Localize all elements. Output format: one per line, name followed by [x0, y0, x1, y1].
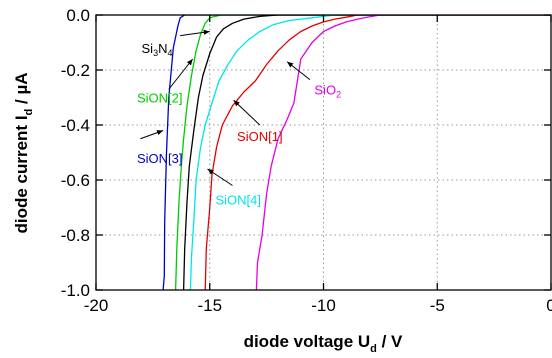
annotation-label-2: SiON[2] — [137, 91, 183, 106]
annotation-text: SiON[1] — [237, 129, 283, 144]
y-axis-title: diode current Id / µA — [12, 72, 35, 233]
series-line-3 — [182, 15, 551, 290]
annotation-arrowhead-3 — [156, 130, 164, 135]
y-tick-label: -0.8 — [61, 226, 90, 245]
annotation-text: SiON[4] — [215, 192, 261, 207]
annotation-arrowhead-6 — [287, 61, 294, 68]
axis-ticks: -20 -15 -10 -5 0 0.0 -0.2 -0.4 -0.6 -0.8 -1.0 — [61, 6, 552, 315]
series-annotations: Si3N4 SiON[2] SiON[3] SiON[4] SiON[1] SiO2 — [137, 29, 341, 207]
annotation-label-5: SiON[1] — [237, 129, 283, 144]
x-tick-label: -5 — [430, 296, 445, 315]
annotation-text: SiO — [314, 82, 336, 97]
y-tick-label: -0.2 — [61, 61, 90, 80]
annotation-arrow-2 — [168, 58, 194, 90]
x-tick-label: -10 — [311, 296, 336, 315]
y-tick-label: -1.0 — [61, 281, 90, 300]
series-line-2 — [174, 15, 551, 290]
annotation-text: SiON[3] — [137, 151, 183, 166]
x-tick-label: -15 — [197, 296, 222, 315]
y-tick-label: 0.0 — [66, 6, 90, 25]
grid-lines — [96, 15, 551, 290]
annotation-text: N — [158, 41, 167, 56]
annotation-label-6: SiO2 — [314, 82, 341, 99]
annotation-arrowhead-5 — [233, 100, 240, 107]
data-series — [162, 15, 551, 290]
annotation-text: SiON[2] — [137, 91, 183, 106]
x-tick-label: 0 — [546, 296, 552, 315]
annotation-text: 4 — [167, 48, 172, 58]
series-line-1 — [162, 15, 551, 290]
series-line-5 — [204, 15, 551, 290]
y-tick-label: -0.6 — [61, 171, 90, 190]
annotation-label-3: SiON[3] — [137, 151, 183, 166]
annotation-arrowhead-2 — [186, 59, 193, 66]
annotation-arrowhead-4 — [207, 169, 214, 175]
annotation-text: 3 — [153, 48, 158, 58]
annotation-arrowhead-1 — [203, 29, 210, 35]
annotation-arrow-5 — [233, 99, 261, 126]
annotation-label-1: Si3N4 — [142, 41, 173, 58]
annotation-text: Si — [142, 41, 154, 56]
y-tick-label: -0.4 — [61, 116, 90, 135]
x-tick-label: -20 — [84, 296, 109, 315]
series-line-4 — [189, 15, 551, 290]
annotation-text: 2 — [336, 89, 341, 99]
x-axis-title: diode voltage Ud / V — [244, 332, 403, 355]
series-line-6 — [255, 15, 551, 290]
annotation-label-4: SiON[4] — [215, 192, 261, 207]
